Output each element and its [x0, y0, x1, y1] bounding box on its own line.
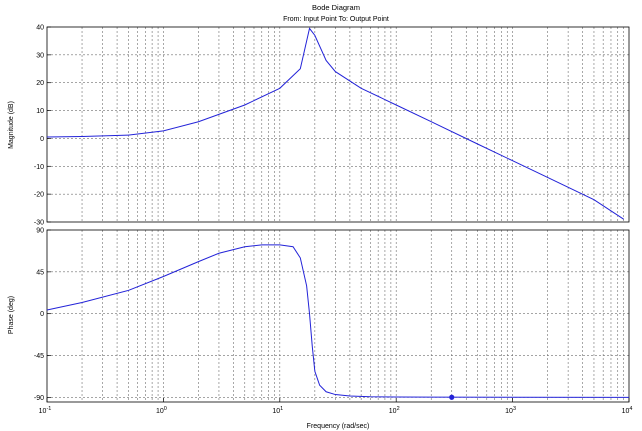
- y-tick-label: 10: [36, 108, 44, 115]
- y-tick-label: 40: [36, 25, 44, 32]
- y-tick-label: 45: [36, 269, 44, 276]
- data-marker: [449, 394, 455, 400]
- x-tick-label: 103: [505, 406, 516, 415]
- chart-title: Bode Diagram: [312, 3, 360, 12]
- y-tick-label: -30: [34, 220, 44, 227]
- x-tick-label: 104: [622, 406, 633, 415]
- frequency-axis-label: Frequency (rad/sec): [307, 423, 370, 430]
- x-tick-label: 10-1: [39, 406, 52, 415]
- frequency-axis: 10-1 100 101 102 103 104: [39, 398, 633, 415]
- axes-frame: [46, 26, 630, 223]
- phase-panel: 90 45 0 -45 -90: [34, 228, 630, 403]
- y-tick-label: 0: [40, 136, 44, 143]
- x-tick-label: 102: [389, 406, 400, 415]
- y-tick-label: -90: [34, 395, 44, 402]
- y-tick-label: -45: [34, 353, 44, 360]
- y-tick-label: 20: [36, 80, 44, 87]
- x-tick-label: 100: [156, 406, 167, 415]
- y-tick-label: 0: [40, 311, 44, 318]
- y-tick-label: 30: [36, 52, 44, 59]
- magnitude-response-line: [46, 27, 624, 220]
- axes-frame: [46, 229, 630, 403]
- phase-axis-label: Phase (deg): [8, 296, 15, 334]
- magnitude-panel: 40 30 20 10 0 -10 -20 -30: [34, 25, 630, 227]
- y-tick-label: -20: [34, 192, 44, 199]
- y-tick-label: -10: [34, 164, 44, 171]
- y-tick-label: 90: [36, 228, 44, 235]
- chart-subtitle: From: Input Point To: Output Point: [283, 16, 389, 23]
- magnitude-axis-label: Magnitude (dB): [8, 101, 15, 149]
- x-tick-label: 101: [272, 406, 283, 415]
- phase-response-line: [46, 244, 630, 398]
